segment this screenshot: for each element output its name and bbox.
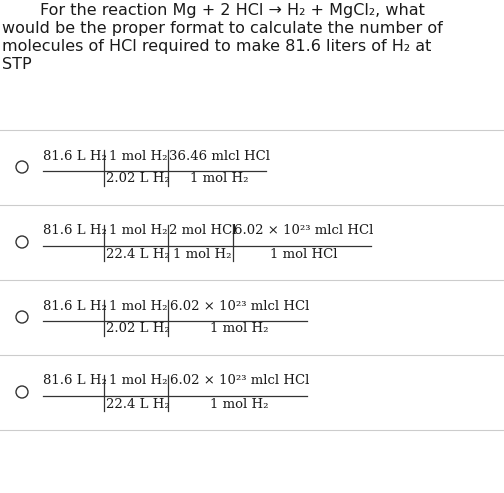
Text: 2.02 L H₂: 2.02 L H₂ (106, 173, 170, 185)
Text: 2.02 L H₂: 2.02 L H₂ (106, 322, 170, 336)
Text: 22.4 L H₂: 22.4 L H₂ (106, 247, 170, 260)
Text: 1 mol H₂: 1 mol H₂ (108, 300, 167, 313)
Text: 2 mol HCl: 2 mol HCl (169, 224, 236, 238)
Text: 81.6 L H₂: 81.6 L H₂ (43, 149, 107, 163)
Text: 6.02 × 10²³ mlcl HCl: 6.02 × 10²³ mlcl HCl (170, 375, 309, 387)
Text: 1 mol H₂: 1 mol H₂ (190, 173, 248, 185)
Text: For the reaction Mg + 2 HCl → H₂ + MgCl₂, what: For the reaction Mg + 2 HCl → H₂ + MgCl₂… (40, 3, 425, 18)
Text: 1 mol HCl: 1 mol HCl (270, 247, 338, 260)
Text: 81.6 L H₂: 81.6 L H₂ (43, 300, 107, 313)
Text: would be the proper format to calculate the number of: would be the proper format to calculate … (2, 21, 443, 36)
Text: 22.4 L H₂: 22.4 L H₂ (106, 397, 170, 411)
Text: 1 mol H₂: 1 mol H₂ (108, 375, 167, 387)
Text: 1 mol H₂: 1 mol H₂ (210, 322, 269, 336)
Text: 81.6 L H₂: 81.6 L H₂ (43, 375, 107, 387)
Text: 1 mol H₂: 1 mol H₂ (210, 397, 269, 411)
Text: molecules of HCl required to make 81.6 liters of H₂ at: molecules of HCl required to make 81.6 l… (2, 39, 431, 54)
Text: 6.02 × 10²³ mlcl HCl: 6.02 × 10²³ mlcl HCl (234, 224, 373, 238)
Text: 1 mol H₂: 1 mol H₂ (108, 224, 167, 238)
Text: 1 mol H₂: 1 mol H₂ (173, 247, 232, 260)
Text: 36.46 mlcl HCl: 36.46 mlcl HCl (169, 149, 270, 163)
Text: STP: STP (2, 57, 32, 72)
Text: 1 mol H₂: 1 mol H₂ (108, 149, 167, 163)
Text: 6.02 × 10²³ mlcl HCl: 6.02 × 10²³ mlcl HCl (170, 300, 309, 313)
Text: 81.6 L H₂: 81.6 L H₂ (43, 224, 107, 238)
